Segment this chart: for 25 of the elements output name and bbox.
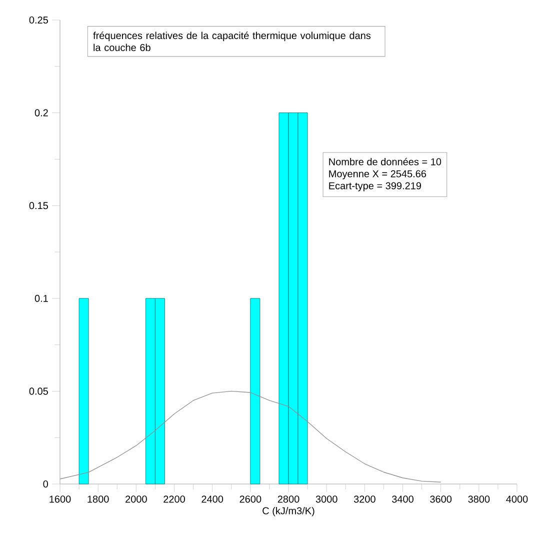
y-tick-label: 0.25 xyxy=(29,16,48,24)
x-tick-label: 3200 xyxy=(354,496,376,503)
x-tick-label: 2600 xyxy=(240,496,262,503)
y-tick-label: 0.1 xyxy=(34,294,48,302)
x-tick-label: 3800 xyxy=(468,496,490,503)
x-tick-label: 2800 xyxy=(278,496,300,503)
x-tick-label: 2400 xyxy=(202,496,224,503)
y-tick-label: 0.2 xyxy=(34,109,48,116)
x-axis-title: C (kJ/m3/K) xyxy=(262,506,314,516)
x-tick-label: 2200 xyxy=(164,496,185,503)
line-series xyxy=(60,390,442,482)
y-tick-label: 0 xyxy=(43,480,48,488)
annotation: Moyenne X = 2545.66 xyxy=(329,170,426,180)
x-tick-label: 3000 xyxy=(316,496,338,503)
x-tick-label: 1800 xyxy=(88,496,109,503)
annotation: Nombre de données = 10 xyxy=(329,158,442,166)
x-tick-label: 3400 xyxy=(392,496,414,503)
text: fréquences relatives de la capacité thermique volumique dans la couche 6b xyxy=(93,32,371,52)
y-tick-label: 0.05 xyxy=(29,388,48,395)
x-tick-label: 3600 xyxy=(430,496,452,503)
x-tick-label: 2000 xyxy=(126,496,147,503)
x-tick-label: 1600 xyxy=(50,496,71,503)
y-tick-label: 0.15 xyxy=(29,202,48,210)
x-tick-label: 4000 xyxy=(506,496,528,503)
annotation: Ecart-type = 399.219 xyxy=(329,182,421,192)
